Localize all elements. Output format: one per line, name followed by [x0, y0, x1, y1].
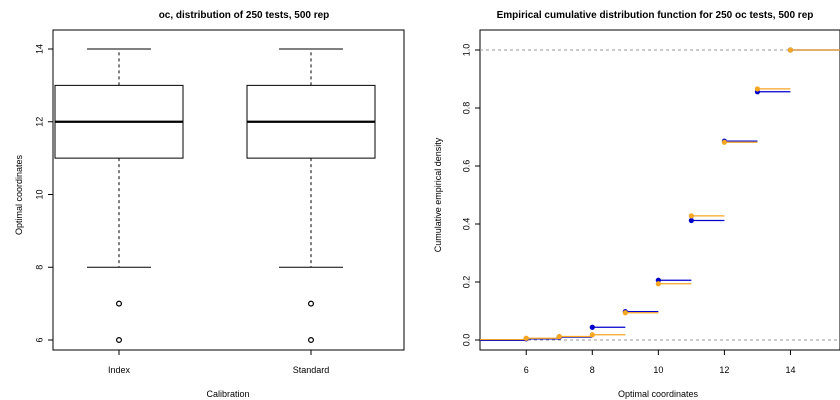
ecdf-point	[787, 47, 794, 53]
boxplot-y-axis: 6 8 10 12 14	[34, 44, 53, 343]
ecdf-x-tick-label: 8	[590, 365, 595, 375]
ecdf-reference-lines	[480, 49, 840, 341]
ecdf-point	[754, 86, 761, 92]
boxplot-y-label: Optimal coordinates	[14, 154, 24, 235]
ecdf-y-label: Cumulative empirical density	[433, 137, 443, 252]
outlier-point	[115, 337, 122, 344]
boxplot-x-tick-label: Index	[108, 365, 131, 375]
ecdf-x-tick-label: 10	[653, 365, 663, 375]
ecdf-y-tick-label: 0.6	[461, 160, 471, 173]
boxplot-title: oc, distribution of 250 tests, 500 rep	[159, 10, 330, 21]
ecdf-x-axis: 6 8 10 12 14	[524, 350, 795, 375]
boxplot-y-tick-label: 10	[34, 189, 44, 199]
ecdf-y-axis: 0.0 0.2 0.4 0.6 0.8 1.0	[461, 44, 480, 347]
boxplot-panel: oc, distribution of 250 tests, 500 rep O…	[14, 10, 405, 399]
ecdf-frame	[479, 29, 840, 351]
outlier-point	[115, 300, 122, 307]
ecdf-point	[688, 217, 694, 224]
ecdf-point	[655, 281, 661, 287]
ecdf-point	[523, 335, 529, 341]
ecdf-title: Empirical cumulative distribution functi…	[497, 10, 814, 21]
ecdf-point	[688, 213, 694, 219]
ecdf-point	[589, 332, 595, 338]
boxplot-x-tick-label: Standard	[293, 365, 330, 375]
ecdf-point	[721, 139, 728, 145]
ecdf-y-tick-label: 0.2	[461, 276, 471, 289]
boxplot-frame	[52, 29, 405, 351]
boxplot-y-tick-label: 6	[34, 337, 44, 342]
boxplot-y-tick-label: 14	[34, 44, 44, 54]
ecdf-x-tick-label: 14	[785, 365, 795, 375]
boxplot-y-tick-label: 12	[34, 117, 44, 127]
ecdf-point	[622, 310, 628, 316]
outlier-point	[308, 300, 315, 307]
ecdf-x-tick-label: 6	[524, 365, 529, 375]
outlier-point	[308, 337, 315, 344]
ecdf-y-tick-label: 0.0	[461, 334, 471, 347]
boxplot-x-axis: Index Standard	[108, 350, 329, 375]
boxplot-y-tick-label: 8	[34, 265, 44, 270]
ecdf-x-label: Optimal coordinates	[618, 389, 699, 399]
ecdf-x-tick-label: 12	[719, 365, 729, 375]
boxplot-boxes	[54, 48, 376, 344]
ecdf-series	[480, 47, 840, 342]
ecdf-y-tick-label: 0.4	[461, 218, 471, 231]
ecdf-y-tick-label: 1.0	[461, 44, 471, 57]
ecdf-point	[556, 333, 562, 340]
ecdf-panel: Empirical cumulative distribution functi…	[433, 10, 840, 399]
boxplot-x-label: Calibration	[206, 389, 249, 399]
ecdf-point	[589, 324, 595, 330]
ecdf-y-tick-label: 0.8	[461, 102, 471, 115]
